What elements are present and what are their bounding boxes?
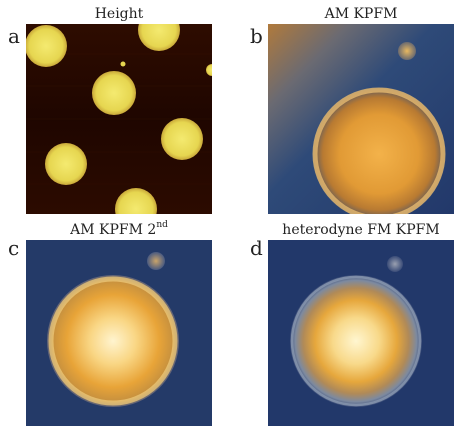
panel-letter-b: b [250, 26, 263, 46]
kpfm-small-particle [398, 42, 416, 60]
panel-title-b: AM KPFM [268, 7, 454, 21]
heterodyne-fm-kpfm-image [268, 240, 454, 426]
kpfm-disk [47, 275, 179, 407]
am-kpfm-2nd-image [26, 240, 212, 426]
kpfm-small-particle [147, 252, 165, 270]
kpfm-small-particle [387, 256, 403, 272]
height-particle [92, 71, 136, 115]
panel-title-a: Height [26, 7, 212, 21]
panel-title-c: AM KPFM 2nd [26, 223, 212, 237]
panel-title-c-text: AM KPFM 2 [70, 222, 156, 238]
panel-letter-d: d [250, 238, 263, 258]
panel-title-d-text: heterodyne FM KPFM [282, 222, 439, 238]
am-kpfm-image [268, 24, 454, 214]
height-particle-small [121, 62, 126, 67]
height-particle [45, 143, 87, 185]
panel-title-b-text: AM KPFM [325, 6, 398, 22]
panel-title-a-text: Height [95, 6, 144, 22]
height-image [26, 24, 212, 214]
height-particle [26, 25, 67, 67]
height-particle [161, 118, 203, 160]
panel-letter-a: a [8, 26, 20, 46]
kpfm-disk [290, 275, 422, 407]
panel-title-c-sup: nd [156, 220, 168, 230]
panel-letter-c: c [8, 238, 19, 258]
panel-title-d: heterodyne FM KPFM [268, 223, 454, 237]
